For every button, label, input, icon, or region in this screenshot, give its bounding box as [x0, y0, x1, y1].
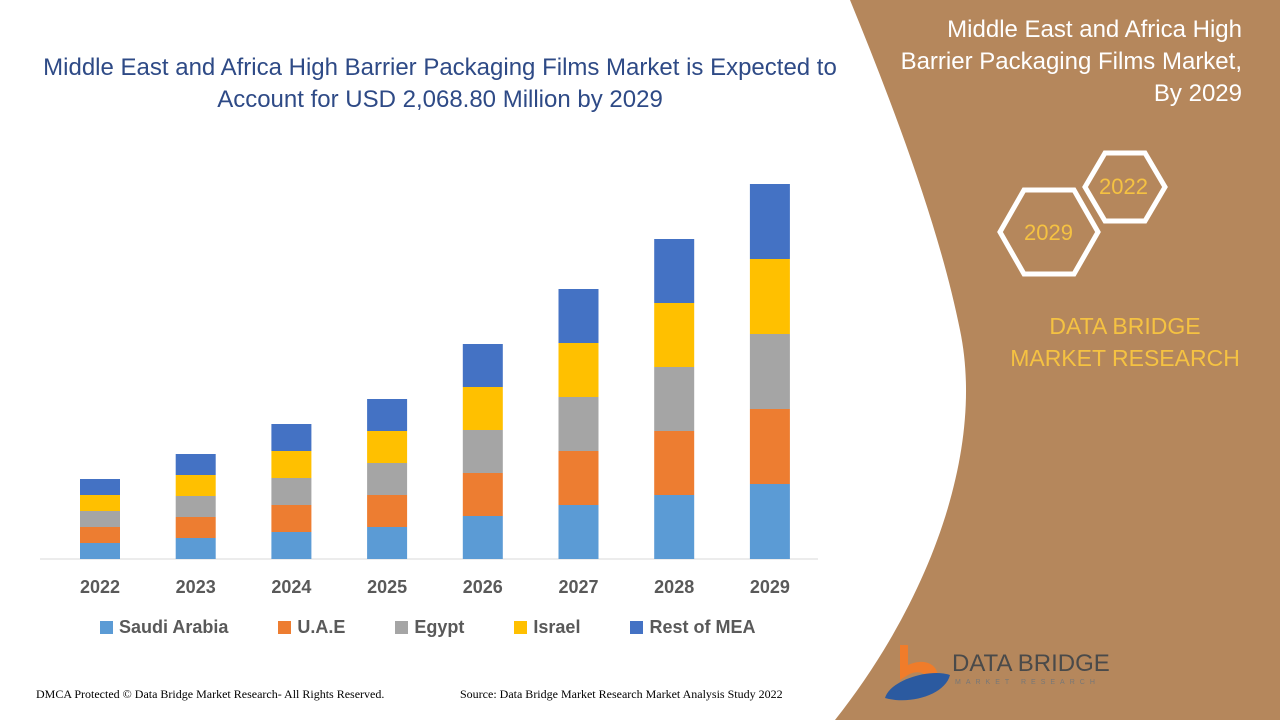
bar-2028-rest-of-mea — [654, 239, 695, 303]
bar-2023-egypt — [175, 496, 216, 517]
x-tick-label: 2027 — [558, 577, 598, 597]
bar-2022-egypt — [80, 511, 120, 527]
legend-swatch — [514, 621, 528, 634]
bar-2023-saudi-arabia — [175, 538, 216, 559]
side-panel-title: Middle East and Africa High Barrier Pack… — [900, 16, 1242, 107]
bar-2025-israel — [367, 431, 408, 463]
bar-2024-saudi-arabia — [271, 532, 312, 559]
x-tick-labels: 2022 2023 2024 2025 2026 2027 2028 2029 — [80, 577, 790, 597]
bar-2025-rest-of-mea — [367, 399, 408, 431]
x-tick-label: 2025 — [367, 577, 407, 597]
x-tick-label: 2022 — [80, 577, 120, 597]
legend-swatch — [100, 621, 113, 634]
bar-2025-egypt — [367, 463, 408, 495]
bar-2022-u-a-e — [80, 527, 120, 543]
bar-2026-u-a-e — [462, 473, 503, 516]
bar-2022-rest-of-mea — [80, 479, 120, 495]
bar-2024-rest-of-mea — [271, 424, 312, 451]
bar-2027-rest-of-mea — [558, 289, 599, 343]
bar-2028-saudi-arabia — [654, 495, 695, 559]
bar-2029-israel — [749, 259, 790, 334]
hexagon-2022 — [1082, 150, 1168, 224]
footer-copyright: DMCA Protected © Data Bridge Market Rese… — [36, 687, 385, 701]
bar-2026-israel — [462, 387, 503, 430]
chart-legend: Saudi Arabia U.A.E Egypt Israel Rest of MEA — [100, 617, 805, 638]
legend-label: Saudi Arabia — [119, 617, 229, 637]
bar-2023-israel — [175, 475, 216, 496]
legend-item: Saudi Arabia — [100, 617, 228, 638]
bar-2024-u-a-e — [271, 505, 312, 532]
legend-swatch — [630, 621, 644, 634]
footer-source: Source: Data Bridge Market Research Mark… — [460, 687, 783, 701]
logo-subtext: MARKET RESEARCH — [955, 679, 1100, 686]
legend-label: Egypt — [414, 617, 465, 637]
x-tick-label: 2026 — [463, 577, 503, 597]
x-tick-label: 2028 — [654, 577, 694, 597]
bar-2026-rest-of-mea — [462, 344, 503, 387]
bar-2022-saudi-arabia — [80, 543, 120, 559]
bar-2027-egypt — [558, 397, 599, 451]
bar-2027-u-a-e — [558, 451, 599, 505]
bar-2029-saudi-arabia — [749, 484, 790, 559]
bar-2024-egypt — [271, 478, 312, 505]
hexagon-2029 — [997, 187, 1101, 277]
x-tick-label: 2024 — [271, 577, 311, 597]
legend-item: U.A.E — [278, 617, 345, 638]
chart-title: Middle East and Africa High Barrier Pack… — [43, 54, 837, 113]
legend-label: Israel — [533, 617, 581, 637]
brand-text: DATA BRIDGE MARKET RESEARCH — [1010, 313, 1240, 371]
bar-2024-israel — [271, 451, 312, 478]
bar-2026-egypt — [462, 430, 503, 473]
bar-2027-israel — [558, 343, 599, 397]
legend-swatch — [395, 621, 409, 634]
side-panel — [835, 0, 1280, 720]
legend-label: Rest of MEA — [649, 617, 756, 637]
bar-2026-saudi-arabia — [462, 516, 503, 559]
bars-group — [80, 184, 790, 559]
legend-label: U.A.E — [297, 617, 346, 637]
legend-item: Egypt — [395, 617, 464, 638]
bar-2029-u-a-e — [749, 409, 790, 484]
bar-2023-u-a-e — [175, 517, 216, 538]
legend-swatch — [278, 621, 292, 634]
legend-item: Israel — [514, 617, 580, 638]
bar-2029-rest-of-mea — [749, 184, 790, 259]
hex-label-2029: 2029 — [1024, 220, 1073, 245]
bar-2027-saudi-arabia — [558, 505, 599, 559]
x-tick-label: 2029 — [750, 577, 790, 597]
logo-icon — [885, 645, 950, 701]
x-tick-label: 2023 — [176, 577, 216, 597]
bar-2025-u-a-e — [367, 495, 408, 527]
bar-2025-saudi-arabia — [367, 527, 408, 559]
bar-2028-u-a-e — [654, 431, 695, 495]
bar-2028-israel — [654, 303, 695, 367]
hex-label-2022: 2022 — [1099, 174, 1148, 199]
bar-2022-israel — [80, 495, 120, 511]
bar-2023-rest-of-mea — [175, 454, 216, 475]
bar-2029-egypt — [749, 334, 790, 409]
bar-2028-egypt — [654, 367, 695, 431]
legend-item: Rest of MEA — [630, 617, 755, 638]
logo-text: DATA BRIDGE — [952, 650, 1110, 677]
